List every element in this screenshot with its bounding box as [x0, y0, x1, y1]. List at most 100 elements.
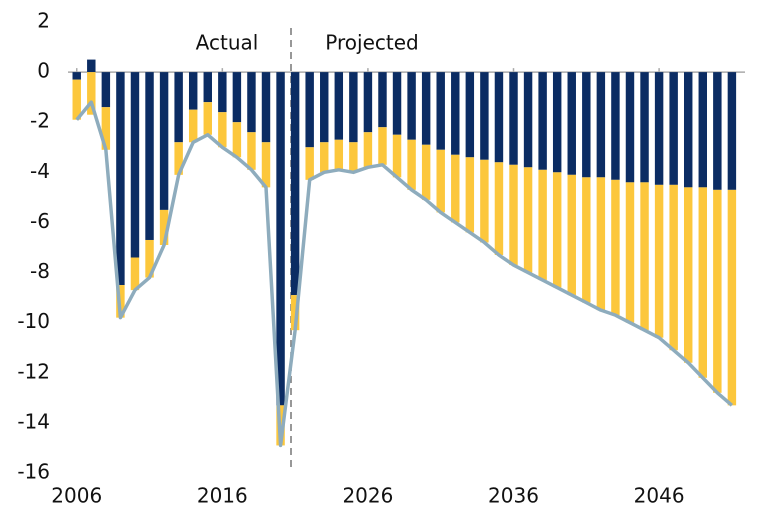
bar — [654, 72, 664, 185]
bar — [363, 72, 373, 133]
bar — [698, 187, 708, 378]
bar — [596, 177, 606, 311]
bar — [727, 72, 737, 190]
bar — [261, 72, 271, 143]
y-tick-label: -12 — [17, 359, 50, 383]
bar — [232, 122, 242, 158]
bar — [654, 184, 664, 338]
bar — [101, 107, 111, 150]
y-tick-label: 2 — [37, 9, 50, 33]
bar — [625, 72, 635, 183]
bar — [145, 239, 154, 278]
bar — [116, 72, 125, 286]
bar — [436, 149, 445, 213]
bar — [509, 72, 518, 165]
bar — [523, 167, 533, 273]
bar — [683, 72, 693, 188]
bar — [218, 72, 227, 113]
bar — [494, 72, 504, 163]
x-tick-label: 2006 — [51, 484, 102, 508]
annotation: Projected — [325, 31, 418, 55]
bar — [247, 72, 256, 133]
bar — [218, 112, 227, 148]
bar — [480, 72, 489, 160]
bar — [392, 72, 402, 135]
bar — [451, 154, 460, 223]
bar — [436, 72, 445, 150]
bar — [407, 72, 416, 140]
bar — [203, 102, 212, 135]
bar — [363, 132, 373, 168]
y-tick-label: -2 — [30, 109, 50, 133]
bar — [145, 72, 154, 240]
bar — [538, 72, 547, 170]
y-tick-label: -8 — [30, 259, 50, 283]
bar — [683, 187, 693, 363]
bar — [552, 172, 562, 288]
bar — [538, 169, 547, 281]
bar — [465, 72, 475, 158]
annotation: Actual — [196, 31, 259, 55]
bar — [87, 72, 96, 115]
bar — [174, 72, 183, 143]
bar — [159, 209, 169, 245]
bar — [290, 72, 300, 296]
bar — [480, 159, 489, 243]
bar — [465, 157, 475, 233]
bar — [713, 72, 722, 190]
bar — [392, 134, 402, 178]
y-tick-label: 0 — [37, 59, 50, 83]
bar — [669, 184, 678, 351]
bar — [713, 189, 722, 393]
bar — [261, 142, 271, 188]
bar — [188, 109, 198, 143]
bar — [407, 139, 416, 190]
bar — [305, 147, 314, 180]
bar — [159, 72, 169, 210]
bar — [523, 72, 533, 168]
y-tick-label: -16 — [17, 460, 50, 484]
bar — [727, 189, 737, 406]
bar — [349, 72, 358, 143]
y-tick-label: -4 — [30, 159, 50, 183]
bar — [596, 72, 606, 178]
bar — [247, 132, 256, 170]
bar — [625, 182, 635, 323]
bar — [276, 72, 285, 406]
bar — [421, 72, 431, 145]
bar — [305, 72, 314, 148]
bar — [320, 142, 329, 173]
y-tick-label: -10 — [17, 309, 50, 333]
bar — [101, 72, 111, 108]
x-tick-label: 2036 — [488, 484, 539, 508]
bar — [582, 177, 591, 303]
bar — [232, 72, 242, 123]
bar — [72, 79, 81, 120]
bar — [640, 182, 649, 331]
bar — [334, 72, 344, 140]
bar — [188, 72, 198, 110]
bar — [334, 139, 344, 170]
bar — [509, 164, 518, 266]
y-tick-label: -14 — [17, 409, 50, 433]
bar — [174, 142, 183, 175]
bar — [87, 59, 96, 73]
bar — [130, 257, 140, 291]
bar — [582, 72, 591, 178]
bar — [451, 72, 460, 155]
bar — [567, 174, 576, 296]
bar — [130, 72, 140, 258]
bar — [378, 127, 387, 165]
line — [75, 100, 734, 448]
x-tick-label: 2016 — [197, 484, 248, 508]
bar — [640, 72, 649, 183]
bar — [320, 72, 329, 143]
bar — [552, 72, 562, 173]
bar — [378, 72, 387, 128]
bar — [421, 144, 431, 200]
bar — [349, 142, 358, 173]
bar — [611, 179, 620, 316]
bar — [72, 72, 81, 80]
bar — [669, 72, 678, 185]
